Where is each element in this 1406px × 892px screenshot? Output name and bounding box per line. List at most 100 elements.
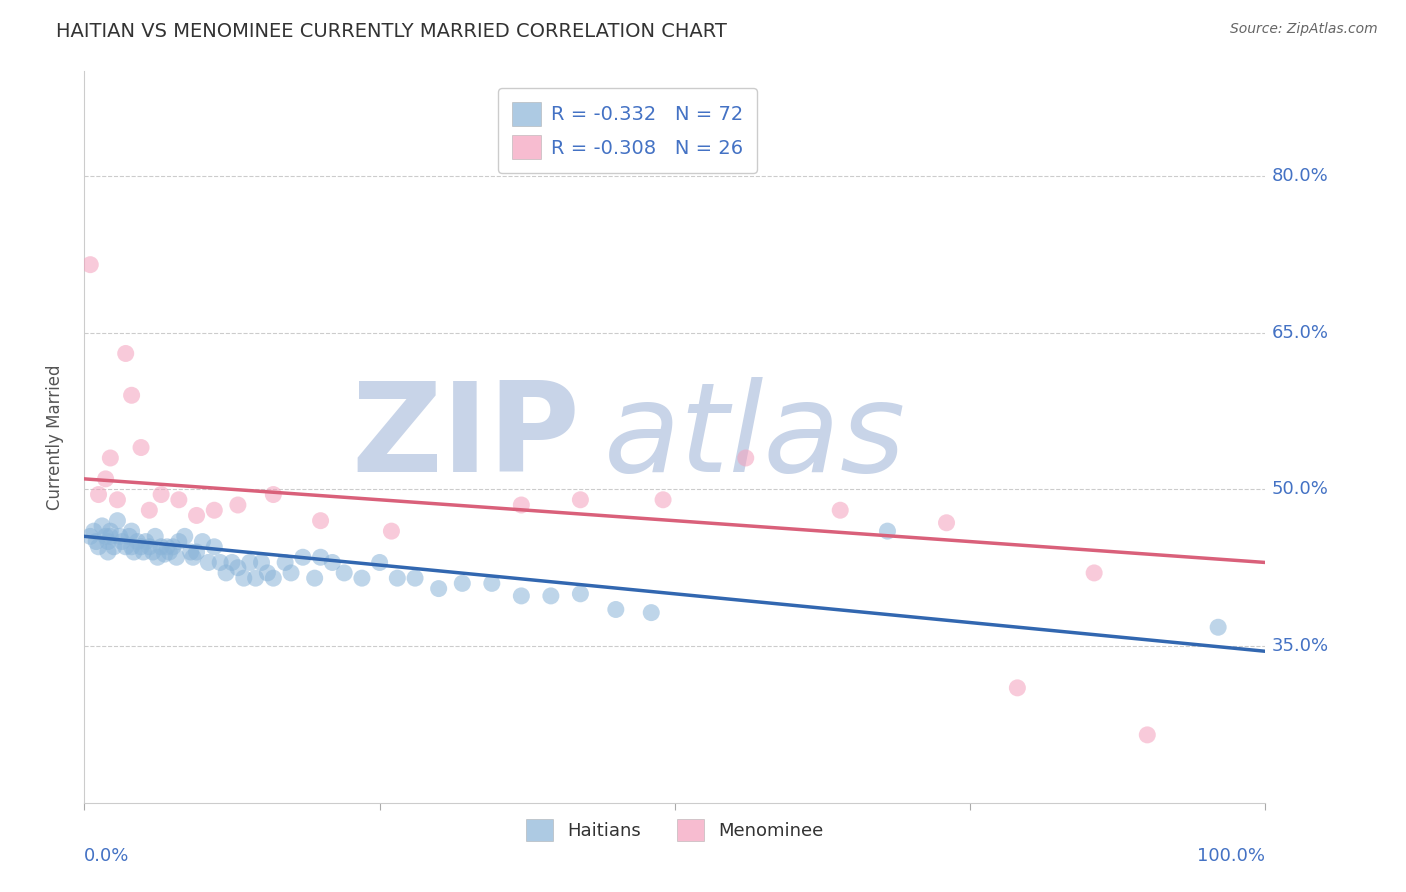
Point	[138, 540, 160, 554]
Point	[79, 529, 101, 543]
Point	[232, 571, 254, 585]
Point	[142, 545, 165, 559]
Point	[876, 524, 898, 538]
Point	[191, 534, 214, 549]
Text: 0.0%: 0.0%	[84, 847, 129, 864]
Point	[146, 550, 169, 565]
Point	[186, 508, 208, 523]
Point	[640, 606, 662, 620]
Point	[510, 498, 533, 512]
Point	[127, 534, 149, 549]
Point	[209, 556, 232, 570]
Point	[1007, 681, 1029, 695]
Point	[103, 540, 125, 554]
Point	[162, 540, 184, 554]
Point	[107, 514, 129, 528]
Point	[121, 540, 143, 554]
Point	[79, 258, 101, 272]
Point	[157, 545, 180, 559]
Point	[262, 487, 284, 501]
Text: HAITIAN VS MENOMINEE CURRENTLY MARRIED CORRELATION CHART: HAITIAN VS MENOMINEE CURRENTLY MARRIED C…	[56, 22, 727, 41]
Text: 80.0%: 80.0%	[1271, 167, 1329, 185]
Y-axis label: Currently Married: Currently Married	[45, 364, 63, 510]
Point	[226, 560, 249, 574]
Point	[197, 556, 219, 570]
Point	[481, 576, 503, 591]
Point	[215, 566, 238, 580]
Point	[114, 540, 136, 554]
Point	[107, 492, 129, 507]
Point	[226, 498, 249, 512]
Point	[256, 566, 278, 580]
Point	[122, 545, 145, 559]
Text: 65.0%: 65.0%	[1271, 324, 1329, 342]
Point	[87, 540, 110, 554]
Point	[202, 503, 225, 517]
Point	[108, 529, 131, 543]
Point	[280, 566, 302, 580]
Point	[830, 503, 852, 517]
Point	[98, 450, 121, 465]
Point	[138, 503, 160, 517]
Point	[167, 492, 190, 507]
Point	[1136, 728, 1159, 742]
Text: Source: ZipAtlas.com: Source: ZipAtlas.com	[1230, 22, 1378, 37]
Point	[153, 547, 176, 561]
Text: 35.0%: 35.0%	[1271, 637, 1329, 655]
Point	[309, 550, 332, 565]
Point	[98, 529, 121, 543]
Point	[239, 556, 262, 570]
Point	[451, 576, 474, 591]
Point	[250, 556, 273, 570]
Point	[262, 571, 284, 585]
Point	[94, 529, 117, 543]
Point	[121, 388, 143, 402]
Point	[387, 571, 409, 585]
Point	[380, 524, 402, 538]
Point	[150, 540, 173, 554]
Point	[97, 534, 120, 549]
Text: ZIP: ZIP	[352, 376, 581, 498]
Point	[291, 550, 314, 565]
Point	[540, 589, 562, 603]
Point	[150, 487, 173, 501]
Point	[98, 524, 121, 538]
Point	[510, 589, 533, 603]
Point	[167, 534, 190, 549]
Point	[202, 540, 225, 554]
Point	[166, 550, 188, 565]
Point	[605, 602, 627, 616]
Point	[97, 545, 120, 559]
Point	[129, 441, 152, 455]
Point	[304, 571, 326, 585]
Point	[350, 571, 373, 585]
Point	[156, 540, 179, 554]
Point	[114, 346, 136, 360]
Point	[173, 529, 195, 543]
Point	[569, 587, 592, 601]
Point	[1206, 620, 1229, 634]
Point	[143, 529, 166, 543]
Point	[734, 450, 756, 465]
Point	[427, 582, 450, 596]
Point	[186, 545, 208, 559]
Point	[368, 556, 391, 570]
Point	[111, 534, 134, 549]
Point	[333, 566, 356, 580]
Point	[404, 571, 426, 585]
Point	[91, 519, 114, 533]
Text: 50.0%: 50.0%	[1271, 480, 1329, 499]
Point	[87, 487, 110, 501]
Point	[180, 545, 202, 559]
Point	[83, 524, 105, 538]
Point	[1083, 566, 1105, 580]
Point	[274, 556, 297, 570]
Text: 100.0%: 100.0%	[1198, 847, 1265, 864]
Point	[935, 516, 957, 530]
Point	[245, 571, 267, 585]
Point	[569, 492, 592, 507]
Point	[135, 534, 157, 549]
Point	[129, 540, 152, 554]
Point	[309, 514, 332, 528]
Point	[121, 524, 143, 538]
